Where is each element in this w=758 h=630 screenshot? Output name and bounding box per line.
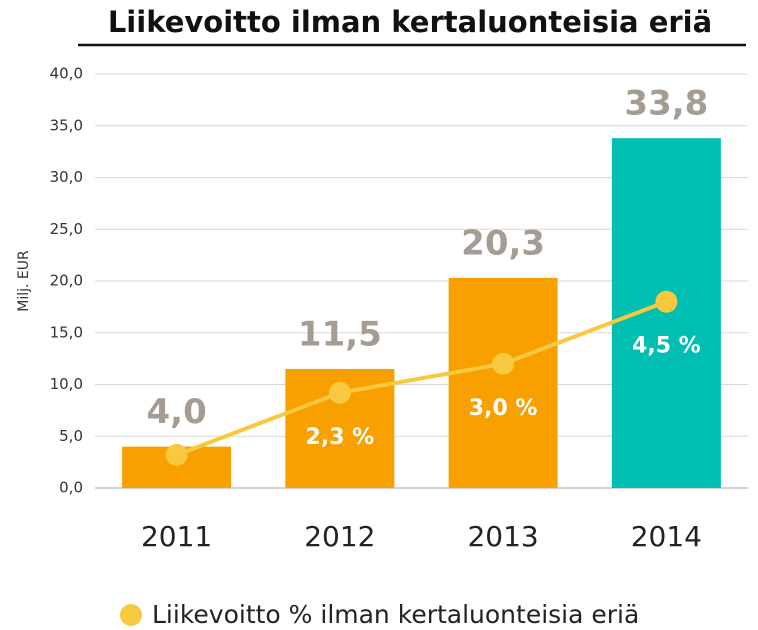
y-tick-label: 5,0 [59,427,83,445]
x-tick-label: 2014 [631,520,702,553]
chart-title: Liikevoitto ilman kertaluonteisia eriä [108,5,712,39]
bar [448,277,558,488]
bar-value-label: 33,8 [624,84,708,124]
y-tick-label: 20,0 [50,272,83,290]
legend-label: Liikevoitto % ilman kertaluonteisia eriä [152,600,639,629]
y-tick-label: 10,0 [50,375,83,393]
line-value-label: 4,5 % [632,334,701,359]
legend-marker [120,604,142,626]
line-value-label: 3,0 % [469,396,538,421]
y-tick-label: 0,0 [59,479,83,497]
y-tick-label: 30,0 [50,168,83,186]
line-marker [655,290,678,313]
x-tick-label: 2011 [141,520,212,553]
x-tick-label: 2013 [467,520,538,553]
x-tick-label: 2012 [304,520,375,553]
line-value-label: 2,3 % [306,425,375,450]
y-tick-label: 15,0 [50,323,83,341]
bar [611,138,721,489]
y-tick-label: 40,0 [50,65,83,83]
y-axis-label: Milj. EUR [16,250,32,312]
bar-value-label: 11,5 [298,314,382,354]
line [175,299,668,457]
bar-value-label: 4,0 [147,392,207,432]
line-marker [165,443,188,466]
y-tick-label: 35,0 [50,116,83,134]
line-marker [492,352,515,375]
y-tick-label: 25,0 [50,220,83,238]
line-marker [328,381,351,404]
bar-value-label: 20,3 [461,223,545,263]
line-value-label: 0,8 % [142,487,211,512]
